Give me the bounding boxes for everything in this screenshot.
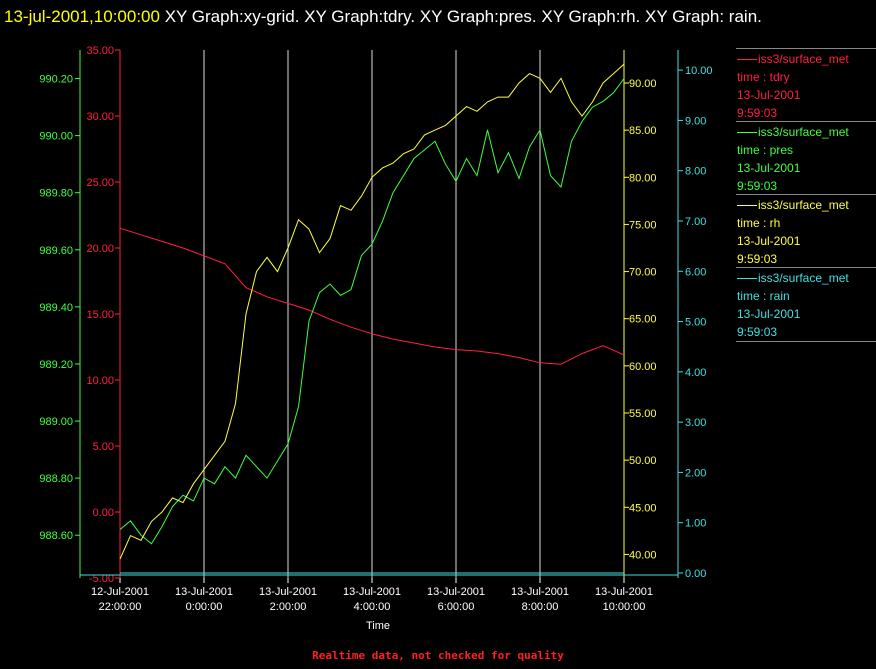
pres-tick-label: 989.80 <box>39 188 73 200</box>
legend-time: 9:59:03 <box>737 106 778 120</box>
legend-date: 13-Jul-2001 <box>737 88 801 102</box>
x-tick-label-time: 2:00:00 <box>270 601 307 613</box>
legend-name: iss3/surface_met <box>758 198 849 212</box>
x-tick-label-date: 13-Jul-2001 <box>259 586 317 598</box>
series-line-pres <box>119 78 625 545</box>
legend-time: 9:59:03 <box>737 179 778 193</box>
rh-tick-label: 50.00 <box>629 455 657 467</box>
tdry-tick-label: 10.00 <box>86 375 114 387</box>
pres-tick-label: 989.40 <box>39 302 73 314</box>
x-tick-label-date: 13-Jul-2001 <box>175 586 233 598</box>
rain-tick-label: 2.00 <box>685 467 706 479</box>
pres-tick-label: 989.20 <box>39 359 73 371</box>
tdry-tick-label: -5.00 <box>89 573 114 585</box>
title-timestamp: 13-jul-2001,10:00:00 <box>4 7 160 26</box>
tdry-tick-label: 15.00 <box>86 309 114 321</box>
legend-series-name: iss3/surface_met <box>737 269 876 287</box>
rh-tick-label: 85.00 <box>629 125 657 137</box>
pres-tick-label: 988.80 <box>39 473 73 485</box>
tdry-tick-label: 20.00 <box>86 243 114 255</box>
x-tick-label-date: 12-Jul-2001 <box>91 586 149 598</box>
legend-name: iss3/surface_met <box>758 52 849 66</box>
title-text: XY Graph:xy-grid. XY Graph:tdry. XY Grap… <box>159 7 762 26</box>
series-line-tdry <box>119 227 625 365</box>
tdry-tick-label: 35.00 <box>86 45 114 57</box>
x-tick-label-date: 13-Jul-2001 <box>595 586 653 598</box>
rh-tick-label: 45.00 <box>629 502 657 514</box>
quality-disclaimer: Realtime data, not checked for quality <box>312 649 564 662</box>
rain-tick-label: 4.00 <box>685 367 706 379</box>
rh-tick-label: 80.00 <box>629 172 657 184</box>
legend-time: 9:59:03 <box>737 325 778 339</box>
rain-tick-label: 3.00 <box>685 417 706 429</box>
rh-tick-label: 90.00 <box>629 78 657 90</box>
rain-tick-label: 8.00 <box>685 166 706 178</box>
pres-tick-label: 990.20 <box>39 74 73 86</box>
grid-layer <box>203 50 541 578</box>
x-tick-label-time: 0:00:00 <box>186 601 223 613</box>
rh-tick-label: 55.00 <box>629 408 657 420</box>
series-line-rh <box>119 63 625 560</box>
x-tick-label-date: 13-Jul-2001 <box>343 586 401 598</box>
rh-tick-label: 65.00 <box>629 314 657 326</box>
legend-swatch <box>737 278 757 280</box>
tdry-tick-label: 25.00 <box>86 177 114 189</box>
rh-tick-label: 75.00 <box>629 219 657 231</box>
legend-swatch <box>737 205 757 207</box>
rh-tick-label: 40.00 <box>629 549 657 561</box>
series-layer <box>119 63 625 574</box>
tdry-tick-label: 30.00 <box>86 111 114 123</box>
rain-tick-label: 10.00 <box>685 65 713 77</box>
x-tick-label-time: 8:00:00 <box>522 601 559 613</box>
legend-name: iss3/surface_met <box>758 125 849 139</box>
axes-layer: 12-Jul-2001 22:00:00 13-Jul-2001 0:00:00 13-… <box>39 45 712 613</box>
pres-tick-label: 989.00 <box>39 416 73 428</box>
legend-name: iss3/surface_met <box>758 271 849 285</box>
tdry-tick-label: 0.00 <box>93 507 114 519</box>
rh-tick-label: 60.00 <box>629 361 657 373</box>
legend-series-name: iss3/surface_met <box>737 123 876 141</box>
pres-tick-label: 990.00 <box>39 131 73 143</box>
rain-tick-label: 5.00 <box>685 317 706 329</box>
legend-variable: time : tdry <box>737 70 790 84</box>
rain-tick-label: 0.00 <box>685 568 706 580</box>
x-tick-label-time: 22:00:00 <box>99 601 142 613</box>
rh-tick-label: 70.00 <box>629 267 657 279</box>
pres-tick-label: 988.60 <box>39 530 73 542</box>
legend-series-name: iss3/surface_met <box>737 196 876 214</box>
legend-date: 13-Jul-2001 <box>737 307 801 321</box>
rain-tick-label: 7.00 <box>685 216 706 228</box>
rain-tick-label: 6.00 <box>685 266 706 278</box>
legend-swatch <box>737 132 757 134</box>
x-tick-label-time: 4:00:00 <box>354 601 391 613</box>
legend-time: 9:59:03 <box>737 252 778 266</box>
x-axis-label: Time <box>366 620 390 632</box>
chart-title: 13-jul-2001,10:00:00 XY Graph:xy-grid. X… <box>4 2 864 31</box>
rain-tick-label: 9.00 <box>685 115 706 127</box>
legend-variable: time : rh <box>737 216 781 230</box>
x-tick-label-date: 13-Jul-2001 <box>427 586 485 598</box>
x-tick-label-time: 10:00:00 <box>603 601 646 613</box>
legend-swatch <box>737 59 757 61</box>
legend: iss3/surface_met time : tdry 13-Jul-2001 9:… <box>736 48 876 342</box>
x-tick-label-time: 6:00:00 <box>438 601 475 613</box>
legend-series-name: iss3/surface_met <box>737 50 876 68</box>
legend-date: 13-Jul-2001 <box>737 161 801 175</box>
x-tick-label-date: 13-Jul-2001 <box>511 586 569 598</box>
tdry-tick-label: 5.00 <box>93 441 114 453</box>
legend-variable: time : pres <box>737 143 794 157</box>
pres-tick-label: 989.60 <box>39 245 73 257</box>
rain-tick-label: 1.00 <box>685 518 706 530</box>
legend-date: 13-Jul-2001 <box>737 234 801 248</box>
legend-variable: time : rain <box>737 289 790 303</box>
